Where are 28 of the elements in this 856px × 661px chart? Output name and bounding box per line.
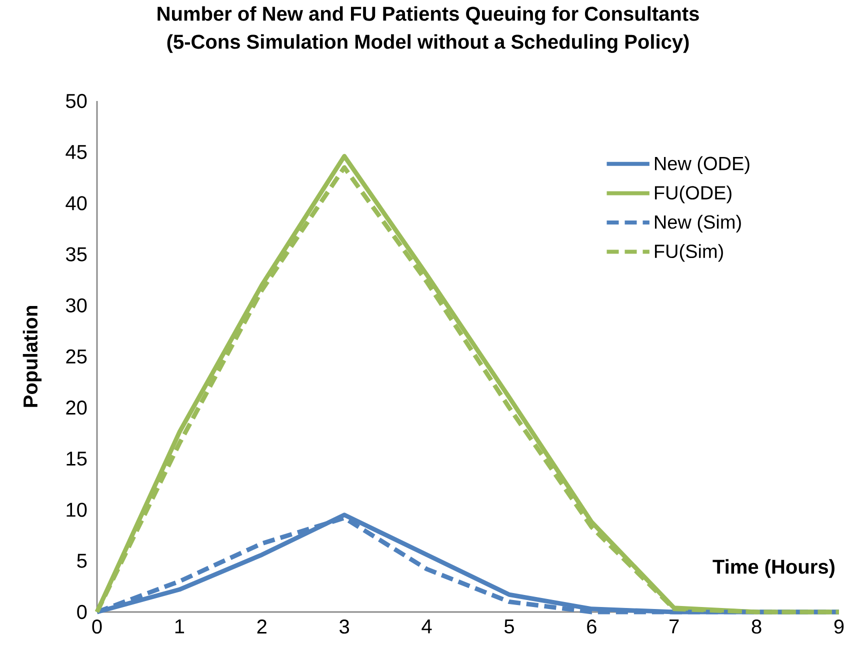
x-tick-label: 7 [670, 620, 679, 634]
y-tick-label: 20 [66, 400, 87, 415]
y-tick-label: 40 [66, 196, 87, 210]
x-tick-label: 2 [257, 620, 266, 634]
y-tick-label: 5 [77, 554, 87, 568]
y-tick-label: 50 [66, 94, 87, 108]
chart-title: Number of New and FU Patients Queuing for Consultants (5-Cons Simulation Model without a Scheduling Policy) [158, 6, 699, 53]
x-tick-label: 4 [422, 620, 432, 634]
x-axis-title: Time (Hours) [712, 559, 834, 578]
x-tick-label: 1 [175, 620, 184, 634]
legend-label: FU(ODE) [654, 186, 732, 204]
x-tick-label: 8 [752, 620, 762, 634]
y-tick-label: 35 [66, 247, 87, 262]
y-tick-label: 15 [66, 452, 87, 466]
legend-label: New (Sim) [654, 214, 741, 233]
x-tick-label: 0 [92, 620, 102, 634]
y-tick-label: 45 [66, 145, 87, 160]
x-tick-label: 5 [504, 620, 514, 634]
x-tick-label: 9 [834, 620, 844, 634]
legend-label: New (ODE) [654, 156, 750, 174]
legend-label: FU(Sim) [654, 244, 723, 262]
x-tick-label: 6 [587, 620, 596, 634]
y-tick-label: 25 [66, 349, 87, 364]
x-tick-label: 3 [340, 620, 350, 634]
y-tick-label: 10 [66, 502, 87, 517]
y-tick-label: 0 [77, 604, 87, 620]
y-tick-label: 30 [66, 298, 87, 312]
y-axis-title: Population [22, 306, 42, 407]
